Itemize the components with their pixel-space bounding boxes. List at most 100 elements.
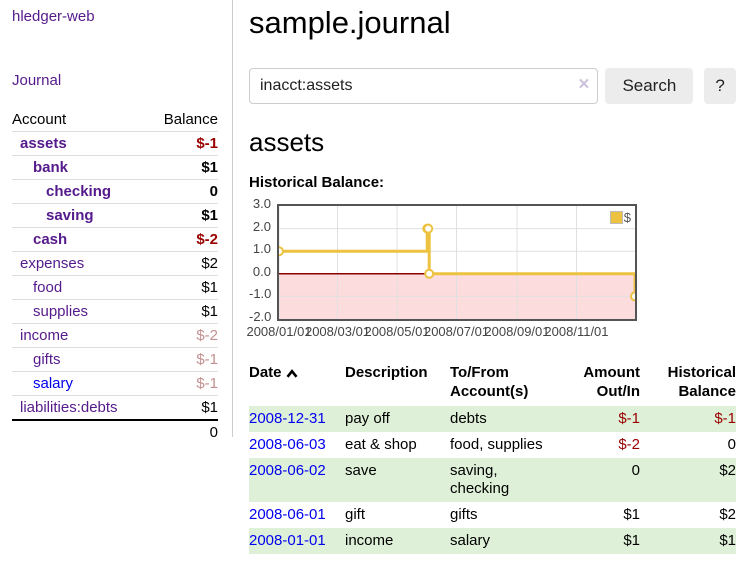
account-balance: $1: [201, 303, 218, 320]
help-button[interactable]: ?: [704, 68, 736, 104]
account-link[interactable]: saving: [46, 207, 94, 224]
transaction-historical-balance: $-1: [714, 410, 736, 427]
account-balance: $-2: [196, 231, 218, 248]
account-balance: $1: [201, 207, 218, 224]
account-link[interactable]: supplies: [33, 303, 89, 320]
account-row: expenses $2: [12, 251, 218, 276]
historical-balance-column-header: Historical Balance: [667, 364, 736, 400]
x-axis-tick-label: 2008/05/01: [364, 324, 430, 339]
account-balance: $-1: [196, 135, 218, 152]
accounts-column-header: To/From Account(s): [450, 364, 529, 400]
transaction-description: income: [345, 532, 394, 549]
clear-search-icon[interactable]: ×: [578, 74, 590, 95]
account-balance: $2: [201, 255, 218, 272]
transaction-description: pay off: [345, 410, 390, 427]
transaction-description: eat & shop: [345, 436, 417, 453]
account-row: cash $-2: [12, 227, 218, 252]
accounts-table: Account Balance assets $-1 bank $1 checking 0…: [12, 108, 218, 444]
chart-canvas: [279, 206, 635, 319]
accounts-header-row: Account Balance: [12, 108, 218, 132]
account-link[interactable]: expenses: [20, 255, 85, 272]
transaction-description: save: [345, 462, 377, 479]
transaction-row[interactable]: 2008-01-01 income salary $1 $1: [249, 528, 736, 554]
chart-title-label: Historical Balance:: [249, 174, 385, 191]
x-axis-tick-label: 2008/09/01: [484, 324, 550, 339]
account-link[interactable]: gifts: [33, 351, 61, 368]
account-link[interactable]: bank: [33, 159, 69, 176]
account-link[interactable]: liabilities:debts: [20, 399, 118, 416]
x-axis-tick-label: 2008/07/01: [423, 324, 490, 339]
account-row: liabilities:debts $1: [12, 395, 218, 421]
account-link[interactable]: checking: [46, 183, 112, 200]
account-row: checking 0: [12, 179, 218, 204]
account-row: gifts $-1: [12, 347, 218, 372]
account-link[interactable]: food: [33, 279, 63, 296]
transaction-historical-balance: $2: [719, 462, 736, 479]
date-column-header[interactable]: Date: [249, 361, 345, 406]
transaction-date-link[interactable]: 2008-06-02: [249, 462, 326, 479]
y-axis-tick-label: 2.0: [252, 218, 271, 234]
account-name-cell: cash: [12, 228, 148, 252]
transaction-historical-balance: $2: [719, 506, 736, 523]
transaction-row[interactable]: 2008-12-31 pay off debts $-1 $-1: [249, 406, 736, 432]
account-name-cell: gifts: [12, 348, 148, 372]
account-name-cell: checking: [12, 180, 148, 204]
transaction-amount: $-1: [618, 410, 640, 427]
app-title-link[interactable]: hledger-web: [12, 8, 95, 25]
account-row: food $1: [12, 275, 218, 300]
account-name-cell: food: [12, 276, 148, 300]
y-axis-tick-label: -2.0: [249, 309, 272, 324]
account-link[interactable]: salary: [33, 375, 74, 392]
search-button[interactable]: Search: [605, 68, 694, 104]
transaction-date-link[interactable]: 2008-01-01: [249, 532, 326, 549]
account-row: supplies $1: [12, 299, 218, 324]
transaction-date-link[interactable]: 2008-06-01: [249, 506, 326, 523]
total-spacer: [12, 420, 148, 444]
account-row: salary $-1: [12, 371, 218, 396]
account-row: assets $-1: [12, 131, 218, 156]
account-row: saving $1: [12, 203, 218, 228]
transaction-accounts: debts: [450, 410, 487, 427]
transaction-row[interactable]: 2008-06-01 gift gifts $1 $2: [249, 502, 736, 528]
search-box: ×: [249, 68, 599, 104]
chart-legend: $: [609, 210, 631, 225]
account-link[interactable]: cash: [33, 231, 68, 248]
transaction-date-link[interactable]: 2008-06-03: [249, 436, 326, 453]
sidebar-item-journal[interactable]: Journal: [12, 72, 62, 89]
transaction-accounts: salary: [450, 532, 491, 549]
account-name-cell: salary: [12, 372, 148, 396]
transaction-row[interactable]: 2008-06-02 save saving, checking 0 $2: [249, 458, 736, 502]
y-axis-tick-label: -1.0: [249, 286, 272, 302]
transaction-date-cell: 2008-06-03: [249, 432, 345, 458]
transaction-amount: $1: [623, 532, 640, 549]
account-balance: 0: [209, 183, 218, 200]
account-name-cell: liabilities:debts: [12, 396, 148, 421]
date-header-label: Date: [249, 364, 282, 381]
transaction-row[interactable]: 2008-06-03 eat & shop food, supplies $-2 0: [249, 432, 736, 458]
y-axis-tick-label: 3.0: [252, 196, 271, 211]
account-row: bank $1: [12, 155, 218, 180]
transaction-accounts: food, supplies: [450, 436, 543, 453]
account-link[interactable]: income: [20, 327, 69, 344]
search-input[interactable]: [249, 68, 599, 104]
legend-label: $: [623, 210, 631, 225]
account-heading: assets: [249, 127, 325, 157]
y-axis-tick-label: 0.0: [252, 263, 271, 279]
transaction-amount: $-2: [618, 436, 640, 453]
account-name-cell: supplies: [12, 300, 148, 324]
transaction-description: gift: [345, 506, 366, 523]
account-balance: $1: [201, 159, 218, 176]
transaction-date-link[interactable]: 2008-12-31: [249, 410, 326, 427]
legend-swatch-icon: [609, 211, 623, 224]
balance-column-header: Balance: [163, 111, 218, 128]
transaction-historical-balance: $1: [719, 532, 736, 549]
page-title: sample.journal: [249, 5, 451, 40]
account-balance: $1: [201, 399, 218, 416]
transactions-header-row: Date Description To/From Account(s) Amou…: [249, 361, 736, 406]
historical-balance-chart: $ 3.0 2.0 1.0 0.0 -1.0 -2.0 2008/01/01 2008/03/…: [246, 196, 736, 339]
transaction-date-cell: 2008-06-02: [249, 458, 345, 502]
account-link[interactable]: assets: [20, 135, 67, 152]
account-name-cell: income: [12, 324, 148, 348]
account-column-header: Account: [12, 111, 67, 128]
transaction-amount: $1: [623, 506, 640, 523]
